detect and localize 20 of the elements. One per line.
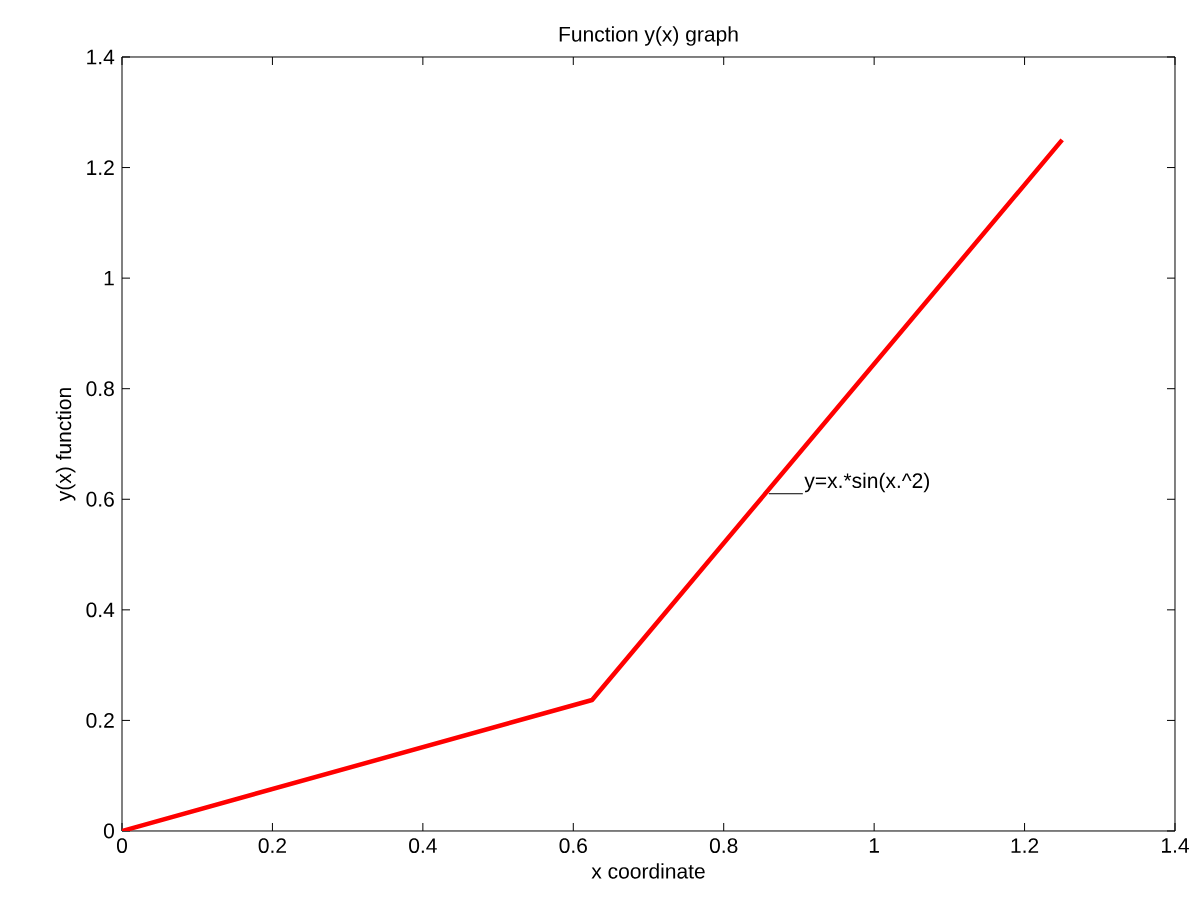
x-axis-title: x coordinate: [591, 863, 705, 879]
y-tick-label: 1.4: [87, 49, 115, 65]
y-tick-label: 1.2: [87, 160, 114, 175]
y-tick-label: 1: [104, 270, 114, 286]
chart-title: Function y(x) graph: [559, 26, 738, 46]
x-tick-label: 1.2: [1011, 838, 1039, 853]
x-tick-label: 0.6: [559, 838, 587, 854]
annotation: y=x.*sin(x.^2): [804, 472, 929, 493]
y-tick-label: 0: [103, 823, 114, 839]
x-tick-label: 0: [116, 838, 128, 854]
y-tick-label: 0.4: [86, 602, 115, 618]
y-tick-label: 0.6: [86, 491, 114, 507]
y-axis-title: y(x) function: [55, 388, 76, 502]
x-tick-label: 0.2: [258, 838, 286, 854]
x-tick-label: 1: [869, 838, 879, 853]
x-tick-label: 0.8: [709, 838, 738, 854]
x-tick-label: 1.4: [1162, 838, 1189, 853]
y-tick-label: 0.8: [86, 381, 114, 397]
x-tick-label: 0.4: [409, 838, 437, 854]
y-tick-label: 0.2: [86, 712, 114, 728]
